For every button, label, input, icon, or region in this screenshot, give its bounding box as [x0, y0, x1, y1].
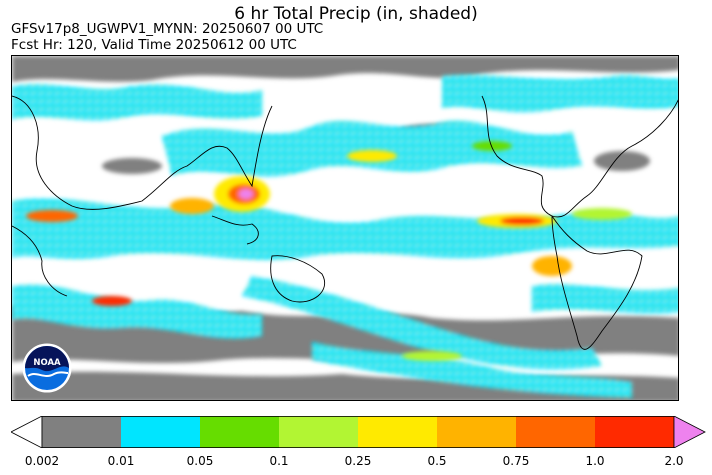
colorbar-tick-label: 0.75 [502, 454, 530, 468]
precip-cores [26, 141, 632, 361]
colorbar-segment [200, 416, 279, 448]
colorbar-tick-label: 0.05 [186, 454, 214, 468]
colorbar-tick-label: 1.0 [585, 454, 605, 468]
coastlines [12, 95, 678, 350]
colorbar-segment [516, 416, 595, 448]
colorbar-tick-label: 0.01 [107, 454, 135, 468]
colorbar-segment [42, 416, 121, 448]
colorbar-tick-label: 0.1 [269, 454, 289, 468]
precip-map-canvas [12, 56, 678, 400]
map-title: 6 hr Total Precip (in, shaded) [234, 4, 478, 24]
precip-band-light [12, 74, 678, 398]
colorbar-tick-label: 2.0 [664, 454, 684, 468]
noaa-logo-icon: NOAA [22, 343, 72, 393]
forecast-valid-label: Fcst Hr: 120, Valid Time 20250612 00 UTC [11, 37, 297, 53]
precip-map [11, 55, 679, 401]
colorbar-segment [358, 416, 437, 448]
colorbar-segments [41, 416, 675, 448]
colorbar-min-arrow [11, 416, 43, 448]
colorbar-tick-label: 0.25 [344, 454, 372, 468]
colorbar-tick-label: 0.002 [24, 454, 60, 468]
colorbar-segment [437, 416, 516, 448]
model-run-label: GFSv17p8_UGWPV1_MYNN: 20250607 00 UTC [11, 21, 324, 37]
colorbar-segment [279, 416, 358, 448]
colorbar-segment [595, 416, 674, 448]
colorbar-tick-label: 0.5 [427, 454, 447, 468]
noaa-logo-text: NOAA [33, 358, 61, 368]
colorbar [11, 416, 706, 448]
colorbar-segment [121, 416, 200, 448]
colorbar-max-arrow [673, 416, 706, 448]
